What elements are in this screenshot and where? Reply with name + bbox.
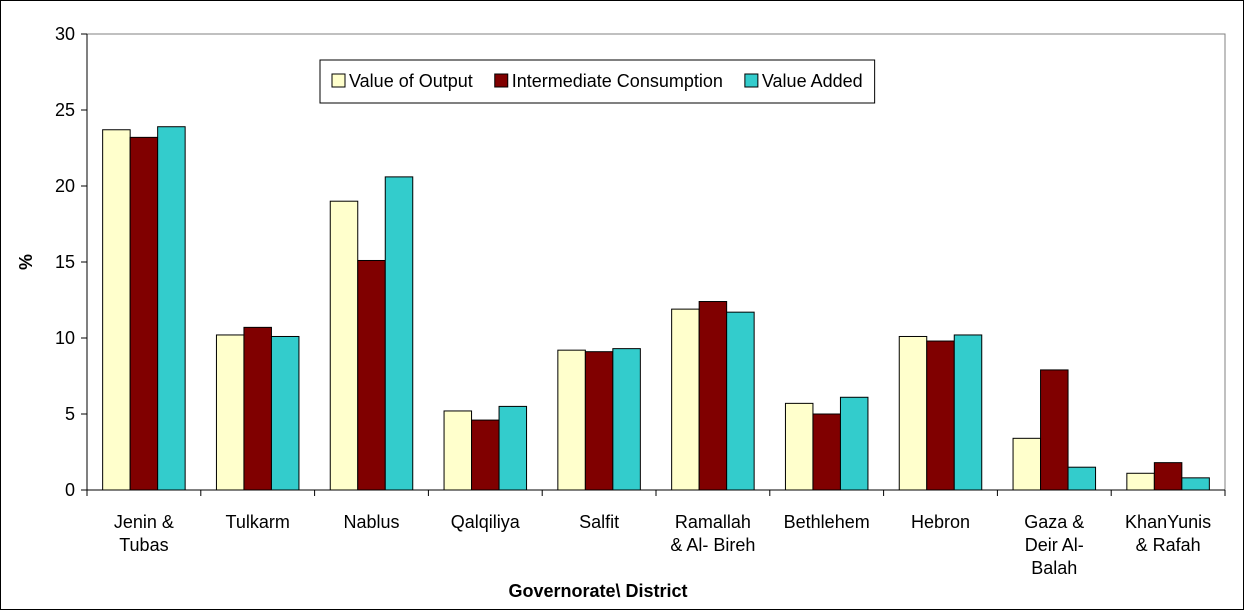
bar — [384, 176, 414, 491]
bar — [329, 200, 359, 491]
bar — [698, 301, 728, 491]
bar — [584, 351, 614, 491]
bar — [102, 129, 131, 491]
bar — [671, 308, 700, 491]
x-tick-label: Bethlehem — [784, 512, 870, 532]
y-tick-label: 5 — [65, 404, 75, 424]
legend-label: Value Added — [762, 71, 863, 91]
bar — [270, 335, 300, 491]
bar — [612, 348, 641, 491]
x-tick-label: Qalqiliya — [451, 512, 521, 532]
legend: Value of Output Intermediate Consumption V… — [319, 59, 876, 104]
legend-swatch — [494, 73, 509, 88]
bar — [812, 413, 841, 491]
bar — [1040, 369, 1069, 491]
y-tick-label: 20 — [55, 176, 75, 196]
bar — [839, 396, 869, 491]
x-tick-label: Hebron — [911, 512, 970, 532]
bar — [357, 259, 386, 491]
x-tick-label: KhanYunis & Rafah — [1125, 512, 1211, 555]
bar — [443, 410, 473, 491]
bar — [953, 334, 983, 491]
bar — [557, 349, 586, 491]
y-tick-label: 30 — [55, 24, 75, 44]
bar — [1181, 477, 1210, 491]
bar — [784, 402, 814, 491]
legend-swatch — [744, 73, 759, 88]
y-tick-label: 25 — [55, 100, 75, 120]
y-tick-label: 15 — [55, 252, 75, 272]
bar — [498, 405, 528, 491]
bar — [1126, 472, 1155, 491]
x-tick-label: Jenin & Tubas — [114, 512, 174, 555]
x-tick-label: Tulkarm — [226, 512, 290, 532]
x-tick-label: Nablus — [343, 512, 399, 532]
bar — [1153, 462, 1183, 491]
bar — [926, 340, 955, 491]
bar — [243, 326, 272, 491]
y-tick-label: 0 — [65, 480, 75, 500]
legend-box — [319, 59, 876, 104]
y-axis-label: % — [16, 254, 36, 270]
bar — [471, 419, 500, 491]
legend-swatch — [331, 73, 346, 88]
x-tick-label: Salfit — [579, 512, 619, 532]
bar — [1012, 437, 1042, 491]
bar — [1067, 466, 1097, 491]
legend-label: Value of Output — [349, 71, 473, 91]
bar — [129, 136, 159, 491]
x-tick-label: Gaza & Deir Al-Balah — [1024, 512, 1084, 578]
x-tick-label: Ramallah & Al- Bireh — [670, 512, 755, 555]
bar — [157, 126, 186, 491]
legend-label: Intermediate Consumption — [512, 71, 723, 91]
bar — [898, 335, 928, 491]
x-axis-label: Governorate\ District — [508, 581, 687, 601]
y-tick-label: 10 — [55, 328, 75, 348]
bar — [726, 311, 755, 491]
bar — [215, 334, 245, 491]
